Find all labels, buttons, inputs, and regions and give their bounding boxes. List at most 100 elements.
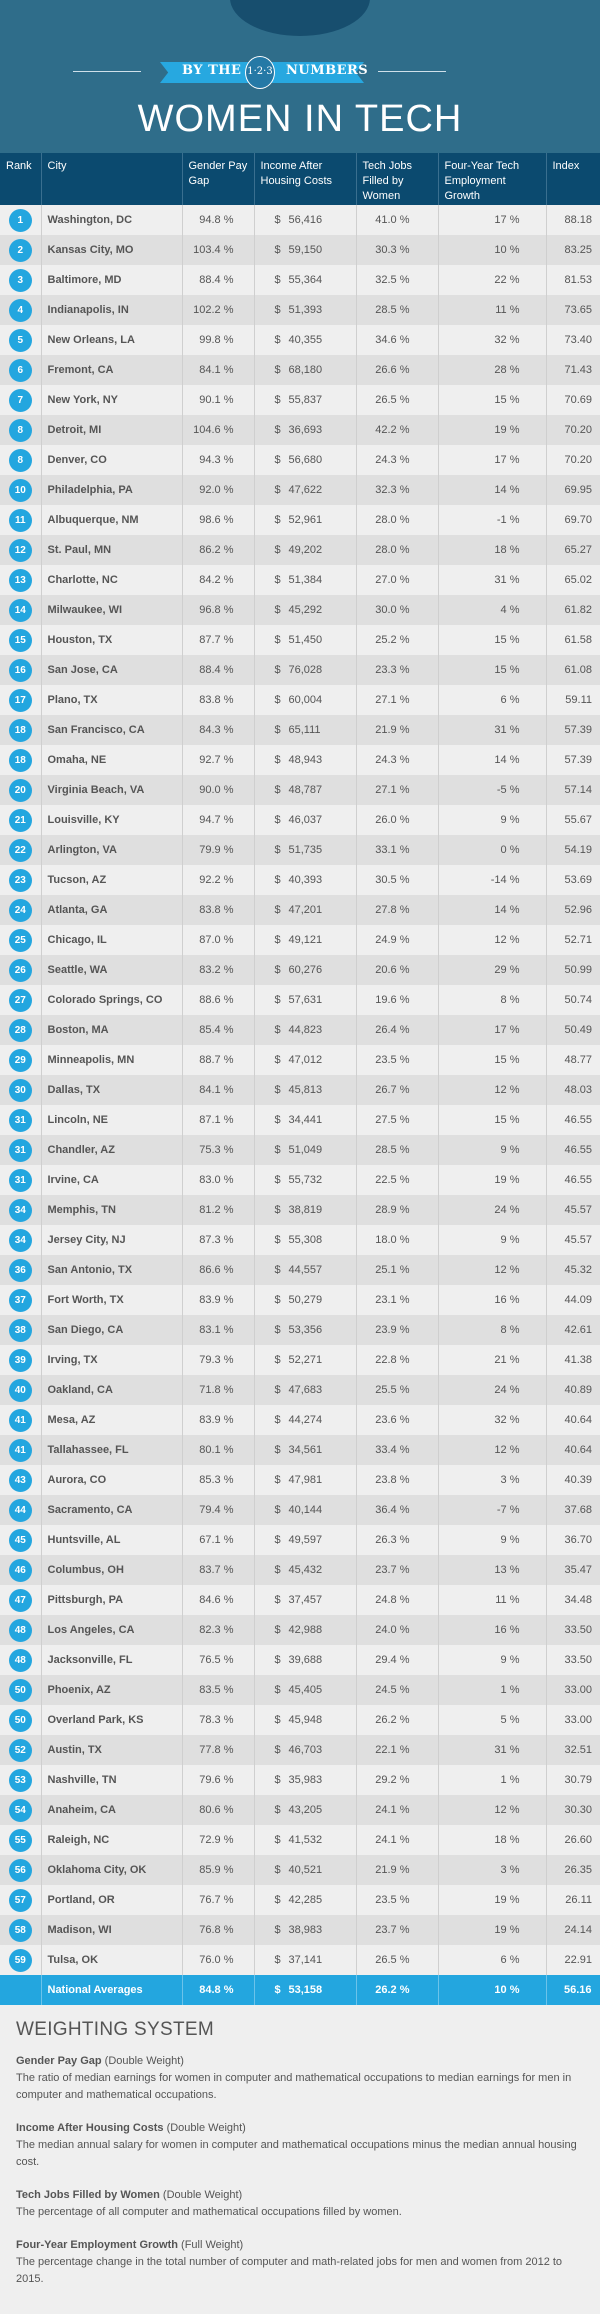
tech-jobs-cell: 24.0 % [356, 1615, 439, 1645]
rank-cell: 41 [0, 1405, 42, 1435]
rank-badge: 22 [8, 838, 32, 862]
growth-cell: 31 % [438, 1735, 547, 1765]
currency-symbol: $ [274, 814, 281, 826]
tech-jobs-cell: 24.5 % [356, 1675, 439, 1705]
income-cell: $45,405 [254, 1675, 357, 1705]
income-cell: $55,837 [254, 385, 357, 415]
index-cell: 71.43 [546, 355, 600, 385]
income-cell: $37,457 [254, 1585, 357, 1615]
income-value: 51,735 [288, 844, 323, 856]
index-cell: 45.32 [546, 1255, 600, 1285]
city-cell: Seattle, WA [41, 955, 183, 985]
city-cell: Minneapolis, MN [41, 1045, 183, 1075]
city-cell: Kansas City, MO [41, 235, 183, 265]
gender-pay-gap-cell: 85.3 % [182, 1465, 255, 1495]
tech-jobs-cell: 23.5 % [356, 1045, 439, 1075]
city-cell: Pittsburgh, PA [41, 1585, 183, 1615]
income-cell: $56,416 [254, 205, 357, 235]
divider-line [73, 71, 141, 72]
gender-pay-gap-cell: 98.6 % [182, 505, 255, 535]
rank-cell: 56 [0, 1855, 42, 1885]
rank-cell: 37 [0, 1285, 42, 1315]
rank-badge: 15 [8, 628, 32, 652]
rank-cell: 34 [0, 1225, 42, 1255]
city-cell: Dallas, TX [41, 1075, 183, 1105]
rank-badge: 57 [8, 1888, 32, 1912]
col-tech-jobs-women: Tech Jobs Filled by Women [356, 153, 439, 205]
income-cell: $60,276 [254, 955, 357, 985]
tech-jobs-cell: 26.7 % [356, 1075, 439, 1105]
table-row: 34 Memphis, TN 81.2 % $38,819 28.9 % 24 % 45.5… [0, 1195, 600, 1225]
income-cell: $48,943 [254, 745, 357, 775]
table-row: 28 Boston, MA 85.4 % $44,823 26.4 % 17 % 50.49 [0, 1015, 600, 1045]
table-row: 31 Lincoln, NE 87.1 % $34,441 27.5 % 15 % 46.5… [0, 1105, 600, 1135]
table-row: 22 Arlington, VA 79.9 % $51,735 33.1 % 0 % 54.… [0, 835, 600, 865]
gender-pay-gap-cell: 94.3 % [182, 445, 255, 475]
income-cell: $38,983 [254, 1915, 357, 1945]
table-row: 18 Omaha, NE 92.7 % $48,943 24.3 % 14 % 57.39 [0, 745, 600, 775]
index-cell: 33.50 [546, 1615, 600, 1645]
tech-jobs-cell: 27.8 % [356, 895, 439, 925]
income-value: 47,201 [288, 904, 323, 916]
currency-symbol: $ [274, 1084, 281, 1096]
tech-jobs-cell: 28.9 % [356, 1195, 439, 1225]
income-value: 45,813 [288, 1084, 323, 1096]
rank-cell: 2 [0, 235, 42, 265]
gender-pay-gap-cell: 102.2 % [182, 295, 255, 325]
rank-cell: 41 [0, 1435, 42, 1465]
growth-cell: 9 % [438, 1645, 547, 1675]
logo-badge: smartasset™ [230, 0, 370, 36]
growth-cell: 5 % [438, 1705, 547, 1735]
income-cell: $40,355 [254, 325, 357, 355]
gender-pay-gap-cell: 79.9 % [182, 835, 255, 865]
gender-pay-gap-cell: 84.1 % [182, 1075, 255, 1105]
table-row: 59 Tulsa, OK 76.0 % $37,141 26.5 % 6 % 22.91 [0, 1945, 600, 1975]
rank-badge: 1 [8, 208, 32, 232]
income-value: 40,355 [288, 334, 323, 346]
income-value: 37,457 [288, 1594, 323, 1606]
income-cell: $38,819 [254, 1195, 357, 1225]
income-cell: $48,787 [254, 775, 357, 805]
gender-pay-gap-cell: 81.2 % [182, 1195, 255, 1225]
currency-symbol: $ [274, 1804, 281, 1816]
index-cell: 81.53 [546, 265, 600, 295]
growth-cell: -1 % [438, 505, 547, 535]
weighting-item-desc: The percentage change in the total numbe… [16, 2256, 563, 2285]
rank-badge: 26 [8, 958, 32, 982]
tech-jobs-cell: 23.8 % [356, 1465, 439, 1495]
table-row: 44 Sacramento, CA 79.4 % $40,144 36.4 % -7 % 3… [0, 1495, 600, 1525]
city-cell: St. Paul, MN [41, 535, 183, 565]
city-cell: Jersey City, NJ [41, 1225, 183, 1255]
currency-symbol: $ [274, 784, 281, 796]
rank-badge: 20 [8, 778, 32, 802]
income-value: 47,622 [288, 484, 323, 496]
rank-badge: 6 [8, 358, 32, 382]
rank-cell: 1 [0, 205, 42, 235]
gender-pay-gap-cell: 83.9 % [182, 1405, 255, 1435]
city-cell: Indianapolis, IN [41, 295, 183, 325]
income-value: 35,983 [288, 1774, 323, 1786]
tech-jobs-cell: 28.0 % [356, 535, 439, 565]
gender-pay-gap-cell: 83.2 % [182, 955, 255, 985]
growth-cell: 14 % [438, 745, 547, 775]
weighting-item-desc: The median annual salary for women in co… [16, 2139, 577, 2168]
tech-jobs-cell: 32.3 % [356, 475, 439, 505]
income-value: 46,037 [288, 814, 323, 826]
table-row: 52 Austin, TX 77.8 % $46,703 22.1 % 31 % 32.51 [0, 1735, 600, 1765]
growth-cell: 17 % [438, 445, 547, 475]
rank-badge: 21 [8, 808, 32, 832]
city-cell: Madison, WI [41, 1915, 183, 1945]
income-value: 48,943 [288, 754, 323, 766]
weighting-item-weight: (Double Weight) [166, 2122, 246, 2134]
city-cell: Chicago, IL [41, 925, 183, 955]
tech-jobs-cell: 24.8 % [356, 1585, 439, 1615]
index-cell: 70.20 [546, 445, 600, 475]
rank-cell: 44 [0, 1495, 42, 1525]
rank-badge: 36 [8, 1258, 32, 1282]
income-value: 49,597 [288, 1534, 323, 1546]
table-row: 39 Irving, TX 79.3 % $52,271 22.8 % 21 % 41.38 [0, 1345, 600, 1375]
table-row: 37 Fort Worth, TX 83.9 % $50,279 23.1 % 16 % 4… [0, 1285, 600, 1315]
table-header-row: Rank City Gender Pay Gap Income After Ho… [0, 153, 600, 205]
growth-cell: 19 % [438, 1885, 547, 1915]
growth-cell: 12 % [438, 1795, 547, 1825]
